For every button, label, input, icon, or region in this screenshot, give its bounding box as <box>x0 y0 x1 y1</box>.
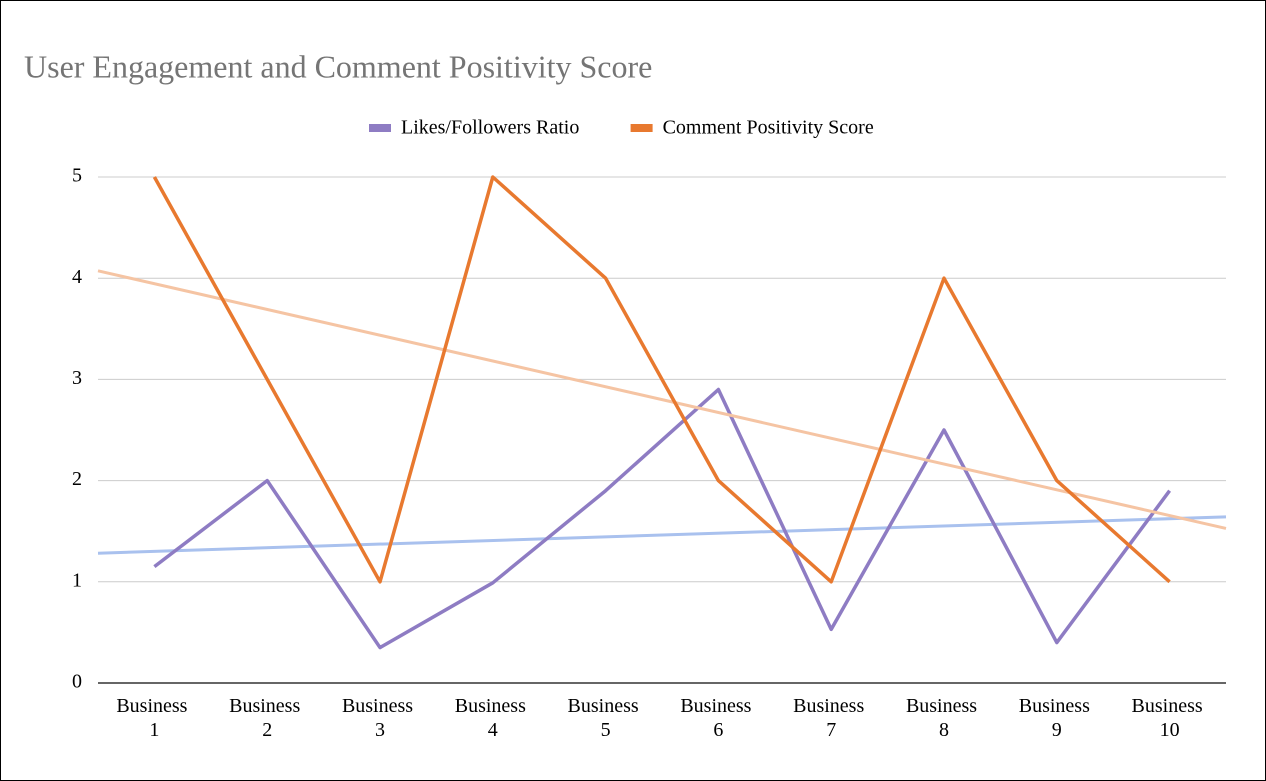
x-tick-label-line: Business <box>793 695 869 717</box>
x-tick-label-line: Business <box>116 695 192 717</box>
x-tick-label-line: 6 <box>713 719 723 741</box>
y-tick-label: 5 <box>72 165 82 187</box>
y-tick-label: 2 <box>72 468 82 490</box>
x-tick-label-line: Business <box>1132 695 1208 717</box>
trend-line <box>97 269 1227 530</box>
y-tick-label: 1 <box>72 569 82 591</box>
x-tick-label-line: Business <box>229 695 305 717</box>
x-tick-label: Business 5 <box>568 695 644 741</box>
x-tick-label: Business 9 <box>1019 695 1095 741</box>
y-tick-label: 0 <box>72 671 82 693</box>
x-tick-label-line: 4 <box>488 719 498 741</box>
x-tick-label-line: 3 <box>375 719 385 741</box>
x-tick-label-line: 5 <box>601 719 611 741</box>
x-tick-label: Business 4 <box>455 695 531 741</box>
x-tick-label: Business 10 <box>1132 695 1208 741</box>
trend-line <box>97 515 1227 555</box>
legend-swatch <box>630 124 653 132</box>
x-tick-label-line: 7 <box>826 719 836 741</box>
x-tick-label: Business 7 <box>793 695 869 741</box>
x-tick-label-line: Business <box>568 695 644 717</box>
x-tick-label-line: Business <box>906 695 982 717</box>
series-line <box>153 387 1172 650</box>
x-tick-label-line: 9 <box>1052 719 1062 741</box>
x-tick-label: Business 3 <box>342 695 418 741</box>
x-tick-label: Business 6 <box>680 695 756 741</box>
x-tick-label-line: Business <box>455 695 531 717</box>
x-tick-label-line: 10 <box>1160 719 1180 741</box>
y-tick-label: 3 <box>72 367 82 389</box>
x-tick-label-line: 2 <box>262 719 272 741</box>
series-line <box>152 175 1171 584</box>
x-tick-label-line: Business <box>342 695 418 717</box>
legend-label: Comment Positivity Score <box>663 117 874 139</box>
x-tick-label: Business 1 <box>116 695 192 741</box>
x-tick-label-line: 1 <box>149 719 159 741</box>
legend-label: Likes/Followers Ratio <box>401 117 579 139</box>
x-tick-label: Business 2 <box>229 695 305 741</box>
legend-swatch <box>369 124 391 132</box>
y-tick-label: 4 <box>72 266 82 288</box>
x-tick-label-line: Business <box>680 695 756 717</box>
chart-title: User Engagement and Comment Positivity S… <box>24 48 652 84</box>
x-tick-label-line: 8 <box>939 719 949 741</box>
x-tick-label: Business 8 <box>906 695 982 741</box>
x-tick-label-line: Business <box>1019 695 1095 717</box>
